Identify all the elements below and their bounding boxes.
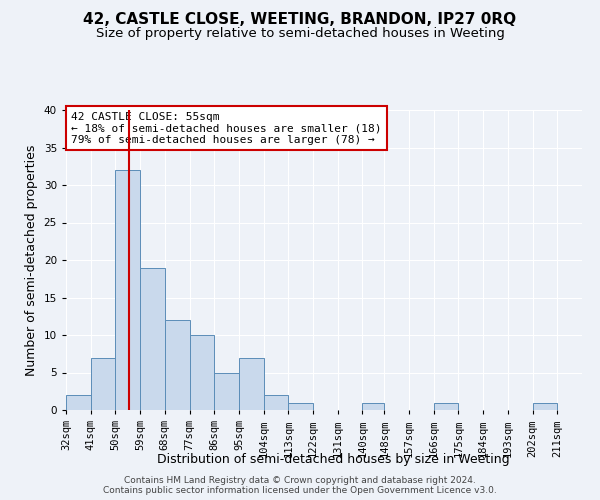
Bar <box>190 335 214 410</box>
Bar <box>66 395 91 410</box>
Bar <box>115 170 140 410</box>
Bar <box>434 402 458 410</box>
Bar <box>289 402 313 410</box>
Bar <box>239 358 263 410</box>
Bar <box>91 358 115 410</box>
Text: 42, CASTLE CLOSE, WEETING, BRANDON, IP27 0RQ: 42, CASTLE CLOSE, WEETING, BRANDON, IP27… <box>83 12 517 28</box>
Text: 42 CASTLE CLOSE: 55sqm
← 18% of semi-detached houses are smaller (18)
79% of sem: 42 CASTLE CLOSE: 55sqm ← 18% of semi-det… <box>71 112 382 144</box>
Bar <box>533 402 557 410</box>
Bar <box>214 372 239 410</box>
Text: Distribution of semi-detached houses by size in Weeting: Distribution of semi-detached houses by … <box>157 452 509 466</box>
Bar <box>165 320 190 410</box>
Bar <box>140 268 165 410</box>
Y-axis label: Number of semi-detached properties: Number of semi-detached properties <box>25 144 38 376</box>
Text: Size of property relative to semi-detached houses in Weeting: Size of property relative to semi-detach… <box>95 28 505 40</box>
Bar <box>362 402 385 410</box>
Bar <box>263 395 289 410</box>
Text: Contains HM Land Registry data © Crown copyright and database right 2024.
Contai: Contains HM Land Registry data © Crown c… <box>103 476 497 495</box>
